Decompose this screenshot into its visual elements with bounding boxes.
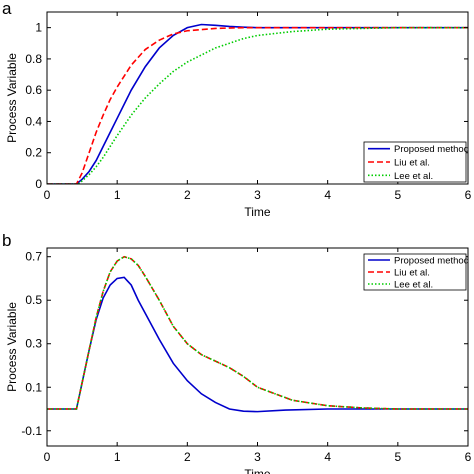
x-tick-label: 4 — [324, 450, 331, 464]
legend-label-0: Proposed method — [394, 144, 469, 155]
y-tick-label: 0.1 — [25, 380, 42, 394]
x-tick-label: 1 — [114, 188, 121, 202]
legend-label-2: Lee et al. — [394, 171, 433, 182]
panel-b: b 0 1 2 3 4 5 6 -0.1 0.1 0.3 0.5 0.7 Time Process Vari… — [2, 231, 472, 474]
series-line-2 — [47, 255, 468, 410]
x-tick-label: 2 — [184, 450, 191, 464]
y-tick-label: 0.6 — [25, 83, 42, 97]
legend-label-0: Proposed method — [394, 256, 469, 267]
legend-label-2: Lee et al. — [394, 280, 433, 291]
legend-label-1: Liu et al. — [394, 268, 430, 279]
x-tick-label: 3 — [254, 188, 261, 202]
x-tick-label: 4 — [324, 188, 331, 202]
x-tick-label: 0 — [44, 188, 51, 202]
legend: Proposed method Liu et al. Lee et al. — [363, 141, 469, 183]
y-tick-label: 0.3 — [25, 337, 42, 351]
series-line-0 — [47, 276, 468, 413]
y-tick-label: 0.2 — [25, 146, 42, 160]
y-tick-label: 0.8 — [25, 52, 42, 66]
x-tick-label: 3 — [254, 450, 261, 464]
y-axis-label: Process Variable — [5, 53, 19, 143]
x-axis-label: Time — [244, 205, 271, 219]
y-tick-label: 0.7 — [25, 250, 42, 264]
x-tick-label: 5 — [394, 188, 401, 202]
x-tick-label: 2 — [184, 188, 191, 202]
x-axis-label: Time — [244, 467, 271, 474]
x-tick-label: 6 — [465, 450, 472, 464]
y-tick-label: -0.1 — [21, 424, 42, 438]
panel-a: a 0 1 2 3 4 5 6 0 0.2 0.4 0.6 0.8 1 Time Process Variab… — [2, 0, 472, 219]
panel-label: b — [2, 231, 11, 250]
series-line-2 — [47, 26, 468, 184]
x-tick-label: 5 — [394, 450, 401, 464]
panel-label: a — [2, 0, 12, 18]
y-tick-label: 0.5 — [25, 293, 42, 307]
y-tick-label: 0.4 — [25, 114, 42, 128]
x-tick-label: 6 — [465, 188, 472, 202]
y-tick-label: 0 — [35, 177, 42, 191]
y-tick-label: 1 — [35, 21, 42, 35]
x-tick-label: 1 — [114, 450, 121, 464]
series-line-1 — [47, 26, 468, 184]
x-tick-label: 0 — [44, 450, 51, 464]
y-axis-label: Process Variable — [5, 302, 19, 392]
legend-label-1: Liu et al. — [394, 158, 430, 169]
